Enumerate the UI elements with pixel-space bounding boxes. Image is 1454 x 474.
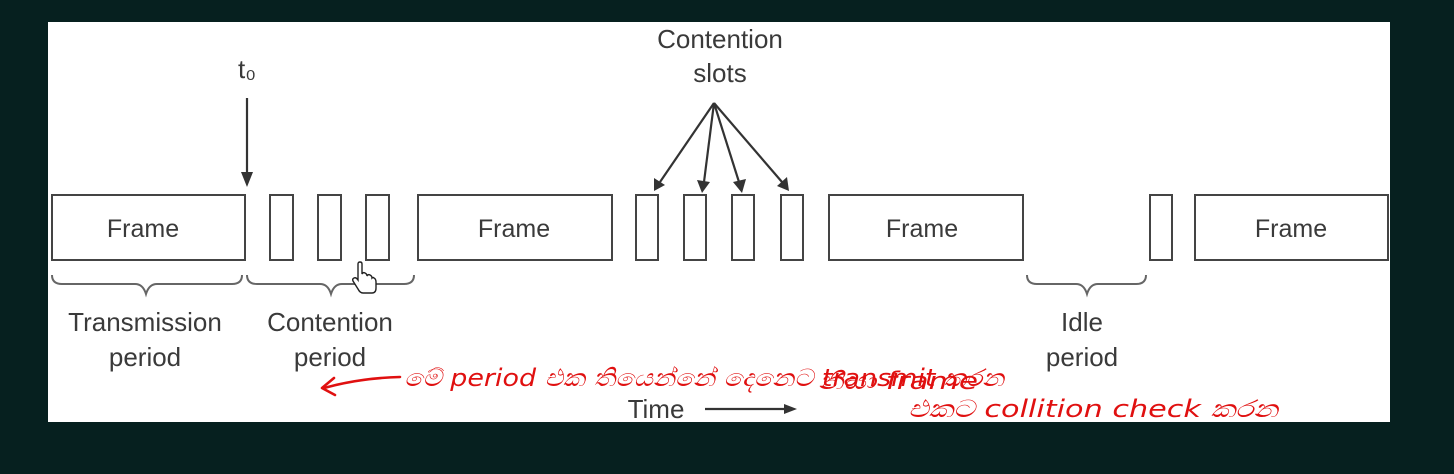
slot-pointer-arrow [702, 102, 716, 183]
contention-slots-label-line2: slots [693, 58, 746, 88]
contention-slot [731, 194, 755, 261]
frame-label: Frame [478, 215, 550, 243]
t0-label: t₀ [238, 54, 256, 84]
idle-period-brace [1026, 274, 1147, 298]
contention-slot [780, 194, 804, 261]
transmission-period-label-line2: period [109, 342, 181, 372]
frame-box: Frame [417, 194, 613, 261]
slot-pointer-arrow [713, 102, 783, 183]
annotation-line-2: නිසා frame [818, 367, 978, 395]
time-label: Time [628, 394, 685, 424]
slot-pointer-arrow [659, 102, 715, 183]
slot-pointer-arrow [712, 102, 741, 183]
contention-slots-label-line1: Contention [657, 24, 783, 54]
slot-pointer-arrow-head [654, 178, 665, 191]
contention-period-brace [246, 274, 415, 298]
frame-box: Frame [51, 194, 246, 261]
slot-pointer-arrow-head [733, 179, 746, 193]
slot-pointer-arrow-head [777, 177, 789, 191]
slot-pointer-arrows [654, 102, 789, 193]
contention-slot [683, 194, 707, 261]
annotation-arrow-shaft [322, 375, 402, 390]
slot-pointer-arrow-head [697, 180, 710, 193]
time-arrow-head [784, 404, 797, 414]
contention-slot [635, 194, 659, 261]
contention-slot [1149, 194, 1173, 261]
contention-period-label-line1: Contention [267, 307, 393, 337]
t0-arrow-head [241, 172, 253, 187]
contention-period-label-line2: period [294, 342, 366, 372]
annotation-line-3: එකට collition check කරන [908, 395, 1280, 423]
contention-slot [317, 194, 342, 261]
contention-slot [269, 194, 294, 261]
handwritten-annotation: මේ period එක තියෙන්නේ දෙනෙට transmit කරන… [320, 364, 1280, 423]
frame-box: Frame [828, 194, 1024, 261]
idle-period-label-line1: Idle [1061, 307, 1103, 337]
frame-label: Frame [886, 215, 958, 243]
transmission-period-label-line1: Transmission [68, 307, 222, 337]
frame-label: Frame [107, 215, 179, 243]
transmission-period-brace [51, 274, 243, 298]
frame-box: Frame [1194, 194, 1389, 261]
contention-slot [365, 194, 390, 261]
annotation-arrow-head [320, 376, 337, 397]
annotation-line-1: මේ period එක තියෙන්නේ දෙනෙට transmit කරන [404, 364, 1006, 393]
hand-cursor-icon [351, 261, 377, 294]
frame-label: Frame [1255, 215, 1327, 243]
idle-period-label-line2: period [1046, 342, 1118, 372]
